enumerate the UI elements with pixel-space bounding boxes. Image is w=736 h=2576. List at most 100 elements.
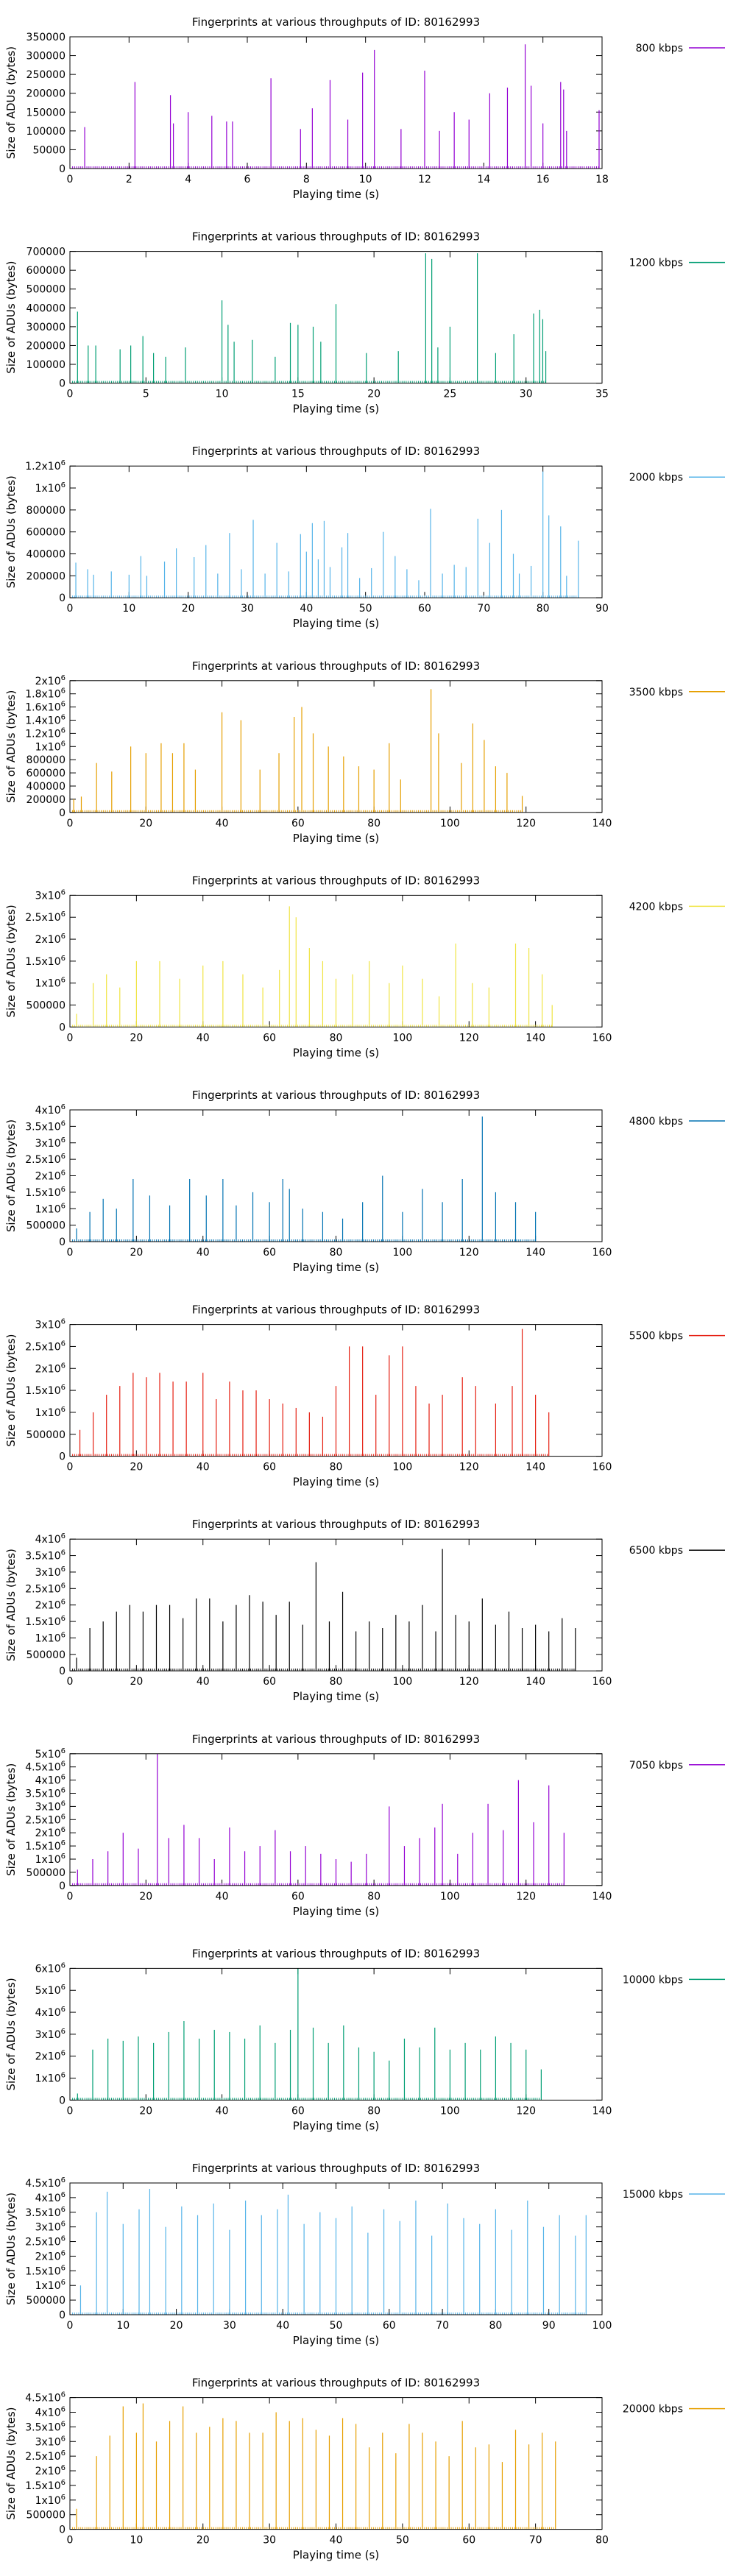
y-axis-label: Size of ADUs (bytes)	[4, 2407, 18, 2520]
chart-panel-7: Fingerprints at various throughputs of I…	[4, 1303, 725, 1489]
chart-title: Fingerprints at various throughputs of I…	[192, 874, 480, 887]
x-tick-label: 40	[197, 1032, 210, 1044]
x-tick-label: 30	[520, 389, 533, 400]
x-tick-label: 60	[291, 1891, 305, 1903]
y-tick-label: 1.2x106	[25, 459, 66, 473]
y-tick-label: 150000	[26, 107, 66, 118]
x-tick-label: 80	[367, 818, 381, 829]
y-tick-label: 4x106	[35, 2405, 66, 2418]
y-tick-label: 200000	[26, 570, 66, 582]
x-tick-label: 40	[197, 1676, 210, 1688]
y-tick-label: 400000	[26, 302, 66, 314]
x-tick-label: 60	[462, 2535, 475, 2547]
x-tick-label: 80	[367, 2105, 381, 2117]
chart-panel-5: Fingerprints at various throughputs of I…	[4, 874, 725, 1059]
y-tick-label: 1x106	[35, 2279, 66, 2292]
x-tick-label: 4	[185, 174, 191, 185]
x-axis-label: Playing time (s)	[293, 617, 379, 630]
x-tick-label: 60	[291, 2105, 305, 2117]
y-tick-label: 5x106	[35, 1984, 66, 1997]
x-tick-label: 100	[592, 2320, 612, 2332]
y-tick-label: 600000	[26, 527, 66, 539]
x-tick-label: 80	[595, 2535, 609, 2547]
x-axis-label: Playing time (s)	[293, 403, 379, 416]
x-tick-label: 140	[592, 818, 612, 829]
y-tick-label: 4.5x106	[25, 2176, 66, 2190]
x-tick-label: 0	[67, 603, 74, 615]
x-tick-label: 140	[526, 1247, 545, 1259]
y-tick-label: 2x106	[35, 1826, 66, 1839]
y-axis-label: Size of ADUs (bytes)	[4, 1549, 18, 1661]
x-tick-label: 100	[440, 818, 460, 829]
y-tick-label: 1x106	[35, 977, 66, 990]
x-axis-label: Playing time (s)	[293, 832, 379, 845]
chart-panel-1: Fingerprints at various throughputs of I…	[4, 15, 725, 201]
x-tick-label: 25	[444, 389, 457, 400]
y-tick-label: 2.5x106	[25, 2449, 66, 2463]
y-tick-label: 2.5x106	[25, 1813, 66, 1826]
y-tick-label: 0	[59, 163, 66, 175]
y-tick-label: 0	[59, 378, 66, 390]
y-tick-label: 0	[59, 1236, 66, 1248]
y-tick-label: 500000	[26, 1000, 66, 1012]
legend-label: 10000 kbps	[623, 1974, 683, 1986]
x-tick-label: 20	[170, 2320, 183, 2332]
plot-frame	[69, 1753, 603, 1886]
x-tick-label: 20	[130, 1462, 143, 1473]
x-tick-label: 120	[459, 1247, 479, 1259]
x-tick-label: 50	[396, 2535, 409, 2547]
y-axis-label: Size of ADUs (bytes)	[4, 905, 18, 1017]
y-tick-label: 3x106	[35, 888, 66, 902]
y-tick-label: 3x106	[35, 1136, 66, 1150]
chart-panel-9: Fingerprints at various throughputs of I…	[4, 1733, 725, 1918]
chart-panel-4: Fingerprints at various throughputs of I…	[4, 659, 725, 845]
x-tick-label: 20	[182, 603, 195, 615]
x-tick-label: 50	[359, 603, 372, 615]
y-tick-label: 500000	[26, 284, 66, 296]
plot-frame	[69, 680, 603, 813]
x-axis-label: Playing time (s)	[293, 2119, 379, 2132]
y-tick-label: 6x106	[35, 1961, 66, 1975]
y-tick-label: 500000	[26, 1220, 66, 1232]
plot-frame	[69, 251, 603, 384]
y-axis-label: Size of ADUs (bytes)	[4, 1978, 18, 2090]
y-tick-label: 3.5x106	[25, 1549, 66, 1563]
y-tick-label: 0	[59, 1666, 66, 1677]
x-axis-label: Playing time (s)	[293, 2334, 379, 2347]
legend-label: 1200 kbps	[629, 258, 683, 269]
y-tick-label: 1x106	[35, 1202, 66, 1215]
x-tick-label: 30	[223, 2320, 236, 2332]
y-tick-label: 50000	[32, 144, 66, 156]
y-tick-label: 100000	[26, 359, 66, 371]
legend-label: 20000 kbps	[623, 2404, 683, 2416]
y-tick-label: 500000	[26, 1649, 66, 1661]
x-tick-label: 120	[516, 1891, 536, 1903]
y-tick-label: 0	[59, 1880, 66, 1892]
y-tick-label: 2x106	[35, 1599, 66, 1612]
x-axis-label: Playing time (s)	[293, 1690, 379, 1703]
x-tick-label: 120	[516, 2105, 536, 2117]
y-tick-label: 500000	[26, 1429, 66, 1441]
y-tick-label: 1.8x106	[25, 687, 66, 701]
y-tick-label: 3x106	[35, 1800, 66, 1813]
x-axis-label: Playing time (s)	[293, 1046, 379, 1059]
y-tick-label: 3x106	[35, 1565, 66, 1579]
y-axis-label: Size of ADUs (bytes)	[4, 475, 18, 588]
x-tick-label: 60	[263, 1462, 276, 1473]
x-tick-label: 30	[241, 603, 254, 615]
x-tick-label: 80	[330, 1676, 343, 1688]
x-tick-label: 6	[244, 174, 251, 185]
x-tick-label: 40	[197, 1247, 210, 1259]
y-tick-label: 1.5x106	[25, 1186, 66, 1199]
legend-label: 5500 kbps	[629, 1331, 683, 1342]
y-tick-label: 1.2x106	[25, 726, 66, 740]
chart-panel-8: Fingerprints at various throughputs of I…	[4, 1518, 725, 1703]
y-tick-label: 2x106	[35, 2464, 66, 2477]
y-tick-label: 1.5x106	[25, 2264, 66, 2277]
plot-frame	[69, 1967, 603, 2101]
x-tick-label: 40	[197, 1462, 210, 1473]
plot-frame	[69, 894, 603, 1027]
x-tick-label: 0	[67, 2320, 74, 2332]
x-tick-label: 140	[526, 1462, 545, 1473]
